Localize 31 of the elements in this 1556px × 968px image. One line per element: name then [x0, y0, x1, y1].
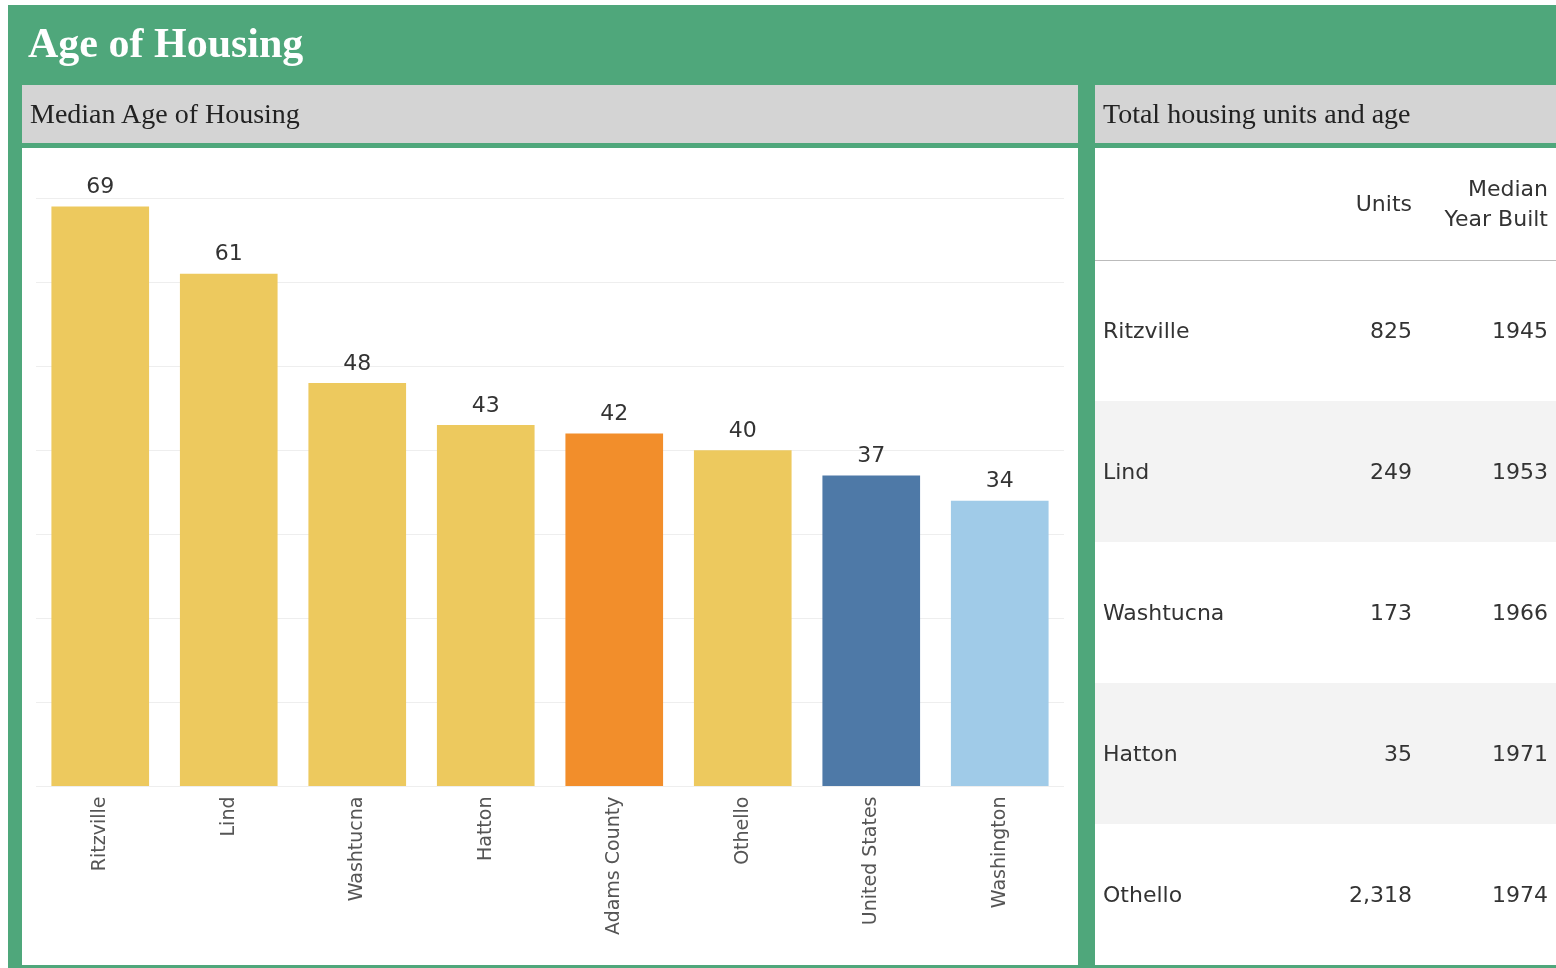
table-row: Washtucna 173 1966 — [1095, 542, 1556, 683]
bar — [436, 425, 535, 787]
category-label: Median Year Built — [1443, 174, 1549, 233]
x-tick-label: Washtucna — [344, 796, 367, 902]
data-label: 40 — [728, 416, 757, 442]
bar — [565, 433, 664, 787]
x-tick-label: Adams County — [601, 796, 624, 935]
x-tick-label: Hatton — [472, 796, 495, 862]
data-label: 61 — [214, 240, 243, 266]
x-tick-label: Ritzville — [87, 796, 110, 872]
table-row: Ritzville 825 1945 — [1095, 260, 1556, 401]
bar — [693, 450, 792, 787]
chart-subtitle: Median Age of Housing — [22, 85, 1078, 143]
bar — [308, 382, 407, 787]
data-label: 34 — [985, 467, 1014, 493]
data-label: 42 — [600, 400, 629, 426]
data-label: 43 — [471, 391, 500, 417]
bar — [950, 500, 1049, 787]
data-label: 69 — [86, 173, 115, 199]
x-tick-label: Washington — [986, 796, 1009, 909]
data-label: 48 — [343, 349, 372, 375]
x-tick-label: United States — [858, 796, 881, 926]
data-label: 37 — [857, 442, 886, 468]
bar — [822, 475, 921, 787]
bar — [179, 273, 278, 787]
chart-title: Age of Housing — [28, 19, 304, 67]
bar — [51, 206, 150, 787]
text: Total housing units and age — [1095, 85, 1556, 143]
x-tick-label: Othello — [729, 796, 752, 865]
x-tick-label: Lind — [215, 796, 238, 837]
category-label: Units — [1354, 189, 1413, 218]
